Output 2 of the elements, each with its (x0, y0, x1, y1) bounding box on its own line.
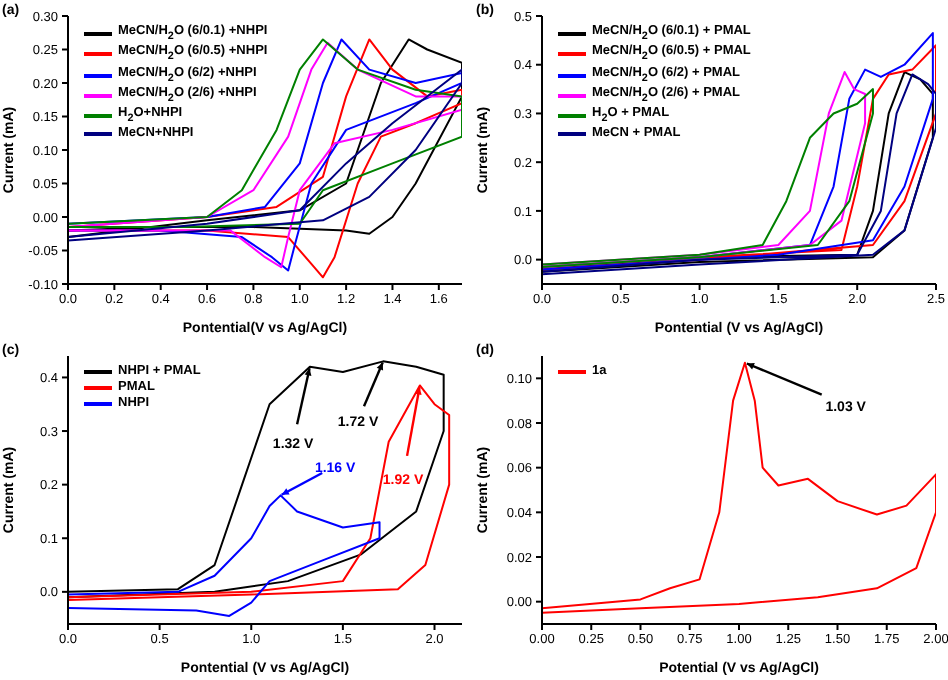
line-series (542, 361, 936, 614)
line-series (68, 68, 462, 242)
